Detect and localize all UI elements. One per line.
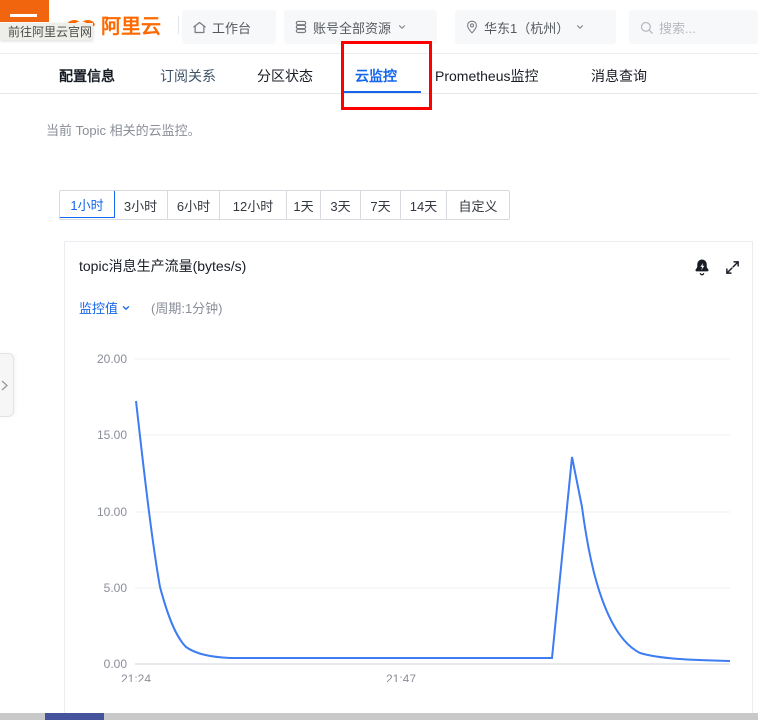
svg-text:21:24: 21:24 — [121, 672, 151, 682]
svg-text:15.00: 15.00 — [97, 428, 127, 442]
svg-text:0.00: 0.00 — [104, 657, 128, 671]
svg-text:10.00: 10.00 — [97, 505, 127, 519]
svg-text:21:47: 21:47 — [386, 672, 416, 682]
svg-text:20.00: 20.00 — [97, 352, 127, 366]
svg-text:5.00: 5.00 — [104, 581, 128, 595]
